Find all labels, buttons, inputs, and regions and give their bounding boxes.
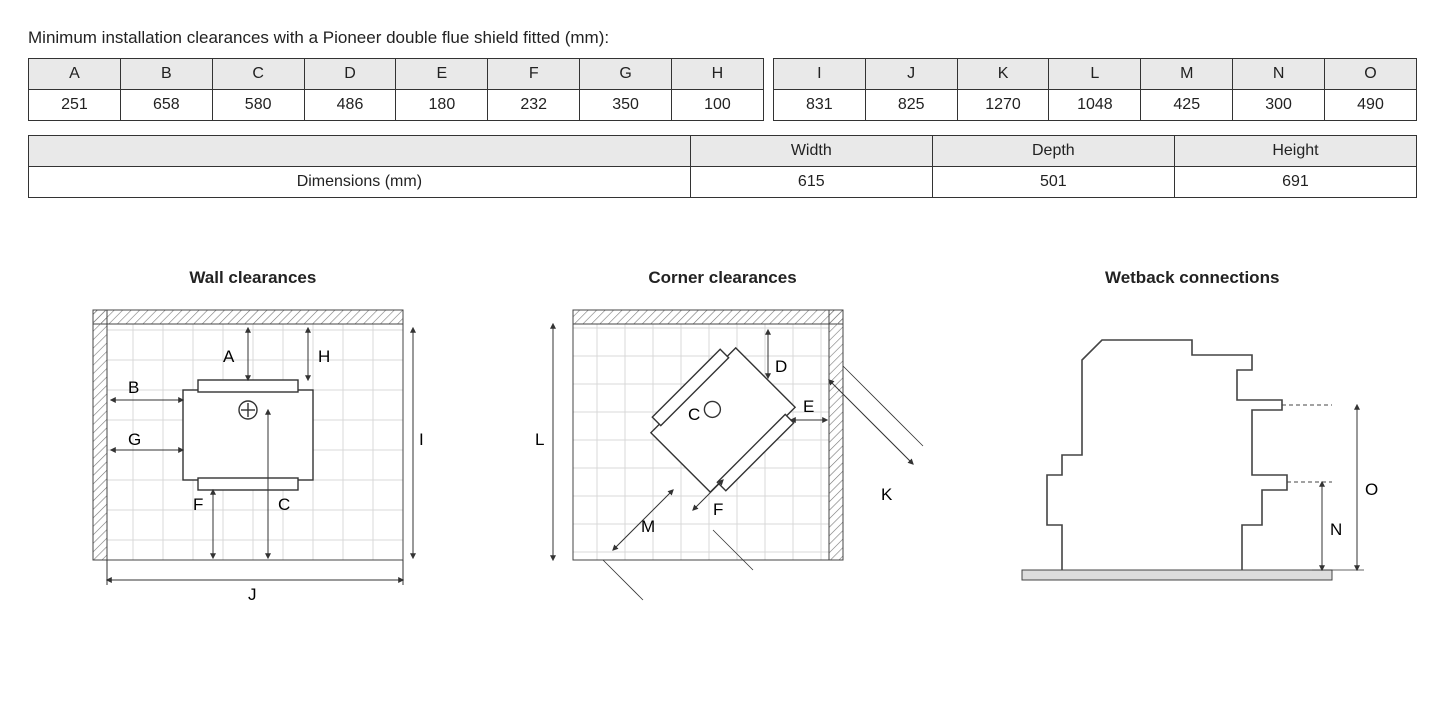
val-N: 300 <box>1233 90 1325 121</box>
hdr-G: G <box>580 59 672 90</box>
diagrams-row: Wall clearances <box>28 268 1417 620</box>
val-H: 100 <box>672 90 764 121</box>
dimensions-table: Width Depth Height Dimensions (mm) 615 5… <box>28 135 1417 198</box>
hdr-K: K <box>957 59 1049 90</box>
clearance-table: A B C D E F G H I J K L M N O 251 658 58… <box>28 58 1417 121</box>
corner-label-D: D <box>775 357 787 376</box>
val-O: 490 <box>1325 90 1417 121</box>
corner-label-K: K <box>881 485 893 504</box>
val-J: 825 <box>865 90 957 121</box>
hdr-O: O <box>1325 59 1417 90</box>
wall-clearance-diagram: Wall clearances <box>28 268 478 620</box>
page-title: Minimum installation clearances with a P… <box>28 28 1417 48</box>
val-L: 1048 <box>1049 90 1141 121</box>
corner-label-M: M <box>641 517 655 536</box>
hdr-L: L <box>1049 59 1141 90</box>
corner-diagram-title: Corner clearances <box>648 268 796 288</box>
hdr-C: C <box>212 59 304 90</box>
val-I: 831 <box>773 90 865 121</box>
val-E: 180 <box>396 90 488 121</box>
corner-label-L: L <box>535 430 544 449</box>
val-M: 425 <box>1141 90 1233 121</box>
wall-label-B: B <box>128 378 139 397</box>
hdr-J: J <box>865 59 957 90</box>
wall-label-F: F <box>193 495 203 514</box>
wetback-label-O: O <box>1365 480 1378 499</box>
corner-label-F: F <box>713 500 723 519</box>
hdr-F: F <box>488 59 580 90</box>
wetback-diagram-svg: N O <box>992 300 1392 620</box>
hdr-B: B <box>120 59 212 90</box>
val-C: 580 <box>212 90 304 121</box>
dims-val-width: 615 <box>690 167 932 198</box>
val-K: 1270 <box>957 90 1049 121</box>
val-D: 486 <box>304 90 396 121</box>
corner-label-E: E <box>803 397 814 416</box>
dims-blank-header <box>29 136 691 167</box>
val-B: 658 <box>120 90 212 121</box>
wall-label-G: G <box>128 430 141 449</box>
dims-hdr-width: Width <box>690 136 932 167</box>
corner-diagram-svg: L K D E C M F <box>513 300 933 620</box>
dims-hdr-height: Height <box>1174 136 1416 167</box>
wetback-diagram: Wetback connections N O <box>967 268 1417 620</box>
wall-label-J: J <box>248 585 257 604</box>
val-A: 251 <box>29 90 121 121</box>
hdr-D: D <box>304 59 396 90</box>
hdr-E: E <box>396 59 488 90</box>
dims-val-depth: 501 <box>932 167 1174 198</box>
hdr-M: M <box>1141 59 1233 90</box>
val-F: 232 <box>488 90 580 121</box>
clearance-header-row: A B C D E F G H I J K L M N O <box>29 59 1417 90</box>
wall-label-I: I <box>419 430 424 449</box>
dims-hdr-depth: Depth <box>932 136 1174 167</box>
dims-label: Dimensions (mm) <box>29 167 691 198</box>
val-G: 350 <box>580 90 672 121</box>
hdr-A: A <box>29 59 121 90</box>
hdr-I: I <box>773 59 865 90</box>
corner-clearance-diagram: Corner clearances <box>498 268 948 620</box>
hdr-N: N <box>1233 59 1325 90</box>
wall-diagram-title: Wall clearances <box>189 268 316 288</box>
wall-label-A: A <box>223 347 235 366</box>
dims-val-height: 691 <box>1174 167 1416 198</box>
wall-label-H: H <box>318 347 330 366</box>
wall-diagram-svg: A H B G F C I J <box>73 300 433 620</box>
corner-label-C: C <box>688 405 700 424</box>
hdr-H: H <box>672 59 764 90</box>
clearance-value-row: 251 658 580 486 180 232 350 100 831 825 … <box>29 90 1417 121</box>
wetback-label-N: N <box>1330 520 1342 539</box>
wall-label-C: C <box>278 495 290 514</box>
wetback-diagram-title: Wetback connections <box>1105 268 1279 288</box>
